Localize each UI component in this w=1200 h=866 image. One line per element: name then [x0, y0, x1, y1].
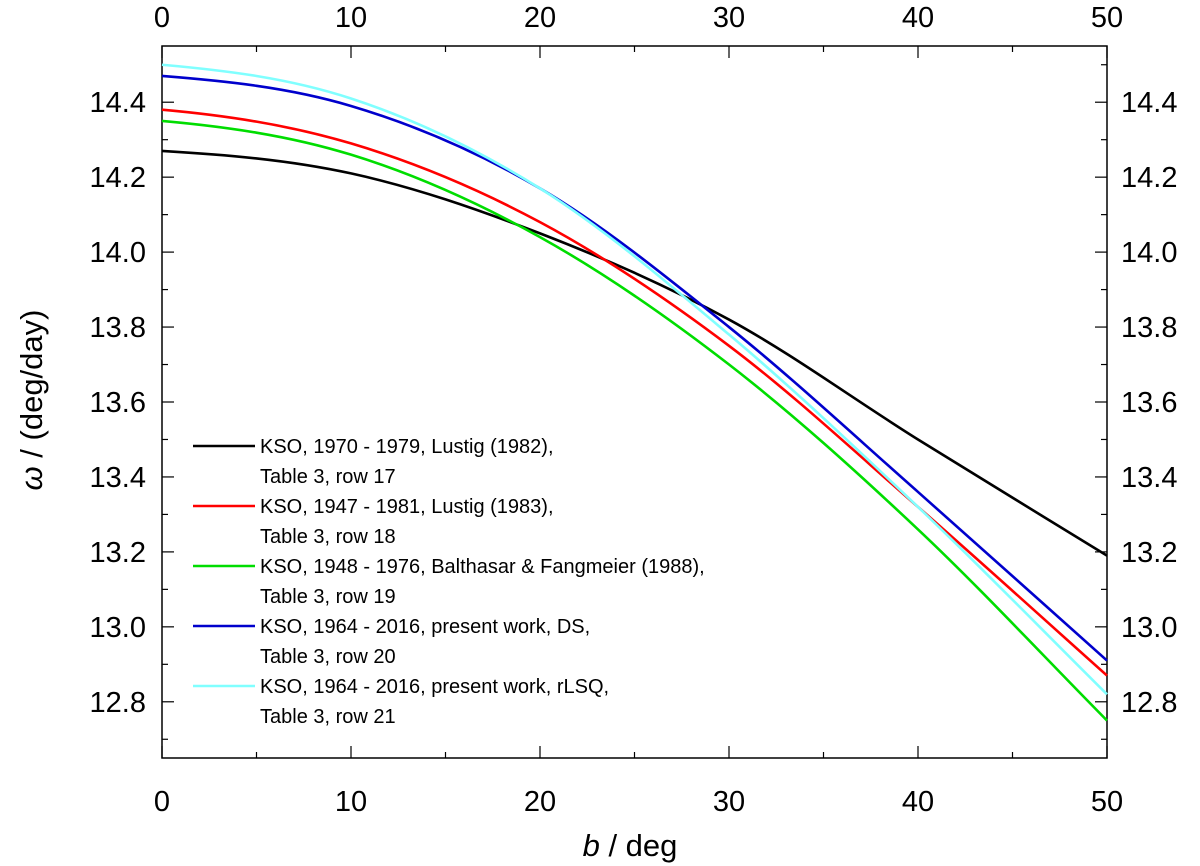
series-lines: [161, 63, 1108, 722]
x-tick-label-top: 0: [154, 2, 170, 34]
x-tick-label-bottom: 30: [713, 786, 745, 818]
legend-label-3: KSO, 1964 - 2016, present work, DS,: [260, 616, 590, 638]
x-tick-label-top: 40: [902, 2, 934, 34]
y-tick-label-right: 14.2: [1121, 162, 1177, 194]
y-tick-label-right: 14.4: [1121, 87, 1177, 119]
legend-label-0: KSO, 1970 - 1979, Lustig (1982),: [260, 436, 554, 458]
legend-label-1-line2: Table 3, row 18: [260, 526, 396, 548]
x-tick-label-bottom: 0: [154, 786, 170, 818]
y-tick-label-left: 12.8: [90, 687, 146, 719]
y-tick-label-left: 13.6: [90, 387, 146, 419]
axis-tick-labels: 0 0 10 10 20 20 30 30 40 40 50 50 12.8 12.8 13.0 13.0 13…: [90, 2, 1178, 818]
legend: KSO, 1970 - 1979, Lustig (1982), Table 3…: [193, 436, 705, 728]
legend-label-2: KSO, 1948 - 1976, Balthasar & Fangmeier …: [260, 556, 705, 578]
series-line-4: [161, 63, 1108, 696]
y-tick-label-right: 13.8: [1121, 312, 1177, 344]
x-tick-label-bottom: 20: [524, 786, 556, 818]
x-tick-label-top: 20: [524, 2, 556, 34]
y-tick-label-right: 13.0: [1121, 612, 1177, 644]
y-tick-label-left: 13.8: [90, 312, 146, 344]
x-tick-label-top: 10: [335, 2, 367, 34]
x-tick-label-top: 30: [713, 2, 745, 34]
legend-label-1: KSO, 1947 - 1981, Lustig (1983),: [260, 496, 554, 518]
y-tick-label-left: 13.0: [90, 612, 146, 644]
y-tick-label-left: 13.2: [90, 537, 146, 569]
series-line-0: [161, 149, 1108, 557]
y-tick-label-left: 14.0: [90, 237, 146, 269]
legend-label-0-line2: Table 3, row 17: [260, 466, 396, 488]
y-tick-label-right: 12.8: [1121, 687, 1177, 719]
x-tick-label-bottom: 50: [1091, 786, 1123, 818]
y-tick-label-left: 14.2: [90, 162, 146, 194]
series-line-1: [161, 108, 1108, 677]
y-tick-label-right: 13.6: [1121, 387, 1177, 419]
legend-label-4-line2: Table 3, row 21: [260, 706, 396, 728]
series-line-2: [161, 119, 1108, 722]
x-tick-label-bottom: 10: [335, 786, 367, 818]
series-line-3: [161, 74, 1108, 662]
y-tick-label-right: 13.2: [1121, 537, 1177, 569]
x-tick-label-bottom: 40: [902, 786, 934, 818]
y-tick-label-right: 14.0: [1121, 237, 1177, 269]
legend-label-3-line2: Table 3, row 20: [260, 646, 396, 668]
x-axis-title: b / deg: [583, 828, 678, 863]
y-tick-label-left: 14.4: [90, 87, 146, 119]
y-tick-label-right: 13.4: [1121, 462, 1177, 494]
y-tick-label-left: 13.4: [90, 462, 146, 494]
x-tick-label-top: 50: [1091, 2, 1123, 34]
y-axis-title: ω / (deg/day): [14, 310, 49, 491]
legend-label-4: KSO, 1964 - 2016, present work, rLSQ,: [260, 676, 609, 698]
legend-label-2-line2: Table 3, row 19: [260, 586, 396, 608]
